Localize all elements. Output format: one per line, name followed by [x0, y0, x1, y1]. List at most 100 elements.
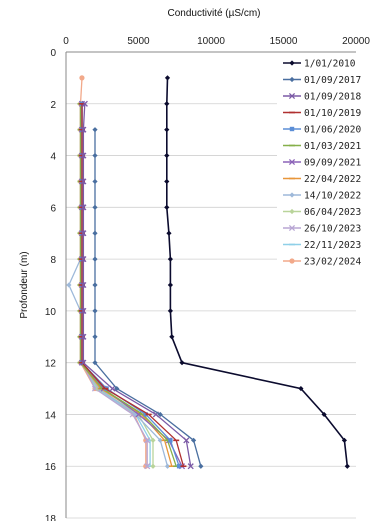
data-point — [80, 333, 87, 340]
data-point — [166, 230, 172, 236]
y-tick-label: 10 — [45, 307, 57, 318]
legend-item: 26/10/2023 — [283, 224, 361, 235]
data-point — [81, 100, 88, 107]
legend-label: 01/06/2020 — [304, 125, 361, 136]
data-point — [157, 411, 163, 418]
series-layer — [66, 75, 350, 470]
axes: 0 2 4 6 8 10 12 14 16 18 0 5000 10000 15000 20000 — [45, 36, 370, 521]
legend-label: 01/09/2017 — [304, 75, 361, 86]
data-point — [167, 282, 173, 288]
data-point — [92, 230, 98, 236]
data-point — [80, 307, 87, 314]
legend-item: 01/03/2021 — [283, 141, 361, 152]
data-point — [144, 437, 151, 444]
data-point — [321, 411, 327, 418]
legend-item: 14/10/2022 — [283, 191, 361, 202]
data-point — [289, 192, 295, 198]
legend-label: 01/03/2021 — [304, 141, 361, 152]
legend-item: 1/01/2010 — [283, 59, 356, 70]
x-tick-label: 0 — [63, 36, 69, 47]
data-point — [288, 158, 296, 166]
y-axis-label: Profondeur (m) — [19, 251, 30, 318]
legend-item: 01/09/2018 — [283, 92, 361, 103]
chart-title: Conductivité (µS/cm) — [167, 8, 260, 19]
legend-item: 22/11/2023 — [283, 240, 361, 251]
data-point — [288, 92, 296, 100]
legend-item: 23/02/2024 — [283, 257, 361, 268]
data-point — [92, 334, 98, 340]
data-point — [80, 230, 87, 237]
data-point — [164, 127, 170, 133]
data-point — [187, 463, 194, 470]
data-point — [344, 463, 350, 469]
data-point — [92, 282, 98, 288]
y-tick-label: 14 — [45, 410, 57, 421]
legend: 1/01/2010 01/09/2017 01/09/2018 01/10/2019 0… — [277, 53, 361, 272]
data-point — [80, 152, 87, 159]
legend-label: 22/11/2023 — [304, 240, 361, 251]
data-point — [164, 204, 170, 210]
data-point — [164, 152, 170, 159]
series-1-01-2010 — [164, 75, 350, 469]
y-tick-label: 18 — [45, 514, 57, 521]
data-point — [341, 437, 347, 443]
data-point — [164, 463, 171, 469]
data-point — [80, 126, 87, 133]
legend-item: 06/04/2023 — [283, 207, 361, 218]
data-point — [109, 385, 116, 392]
data-point — [191, 437, 197, 443]
series-line — [166, 77, 349, 467]
data-point — [179, 360, 185, 366]
x-tick-label: 5000 — [127, 36, 150, 47]
legend-label: 26/10/2023 — [304, 224, 361, 235]
y-tick-label: 6 — [50, 203, 56, 214]
x-tick-label: 10000 — [197, 36, 225, 47]
y-tick-label: 12 — [45, 359, 57, 370]
data-point — [164, 101, 170, 107]
legend-label: 06/04/2023 — [304, 207, 361, 218]
legend-item: 01/10/2019 — [283, 108, 361, 119]
data-point — [198, 463, 204, 469]
data-point — [289, 258, 295, 264]
series-line — [94, 129, 202, 467]
legend-item: 09/09/2021 — [283, 158, 361, 169]
data-point — [288, 224, 296, 232]
data-point — [150, 463, 156, 469]
data-point — [114, 385, 120, 392]
data-point — [66, 282, 72, 288]
data-point — [144, 463, 151, 470]
data-point — [92, 152, 98, 159]
data-point — [164, 178, 170, 185]
legend-item: 01/09/2017 — [283, 75, 361, 86]
data-point — [79, 75, 85, 81]
legend-label: 23/02/2024 — [304, 257, 361, 268]
data-point — [289, 76, 295, 83]
data-point — [92, 178, 98, 185]
data-point — [80, 204, 87, 211]
data-point — [92, 127, 98, 133]
y-tick-label: 8 — [50, 255, 56, 266]
x-tick-label: 15000 — [270, 36, 298, 47]
data-point — [168, 438, 173, 443]
data-point — [80, 281, 87, 289]
legend-label: 09/09/2021 — [304, 158, 361, 169]
legend-label: 22/04/2022 — [304, 174, 361, 185]
data-point — [80, 178, 87, 185]
data-point — [92, 360, 98, 366]
data-point — [298, 385, 304, 392]
data-point — [176, 464, 182, 469]
gridlines — [66, 51, 356, 519]
legend-label: 01/10/2019 — [304, 108, 361, 119]
data-point — [289, 60, 295, 66]
data-point — [289, 208, 295, 215]
legend-item: 01/06/2020 — [283, 125, 361, 136]
data-point — [183, 437, 190, 444]
y-tick-label: 4 — [50, 152, 56, 163]
data-point — [289, 126, 295, 132]
y-tick-label: 0 — [50, 48, 56, 59]
data-point — [92, 256, 98, 262]
data-point — [80, 256, 87, 263]
legend-label: 14/10/2022 — [304, 191, 361, 202]
series-01-09-2017 — [92, 127, 204, 469]
